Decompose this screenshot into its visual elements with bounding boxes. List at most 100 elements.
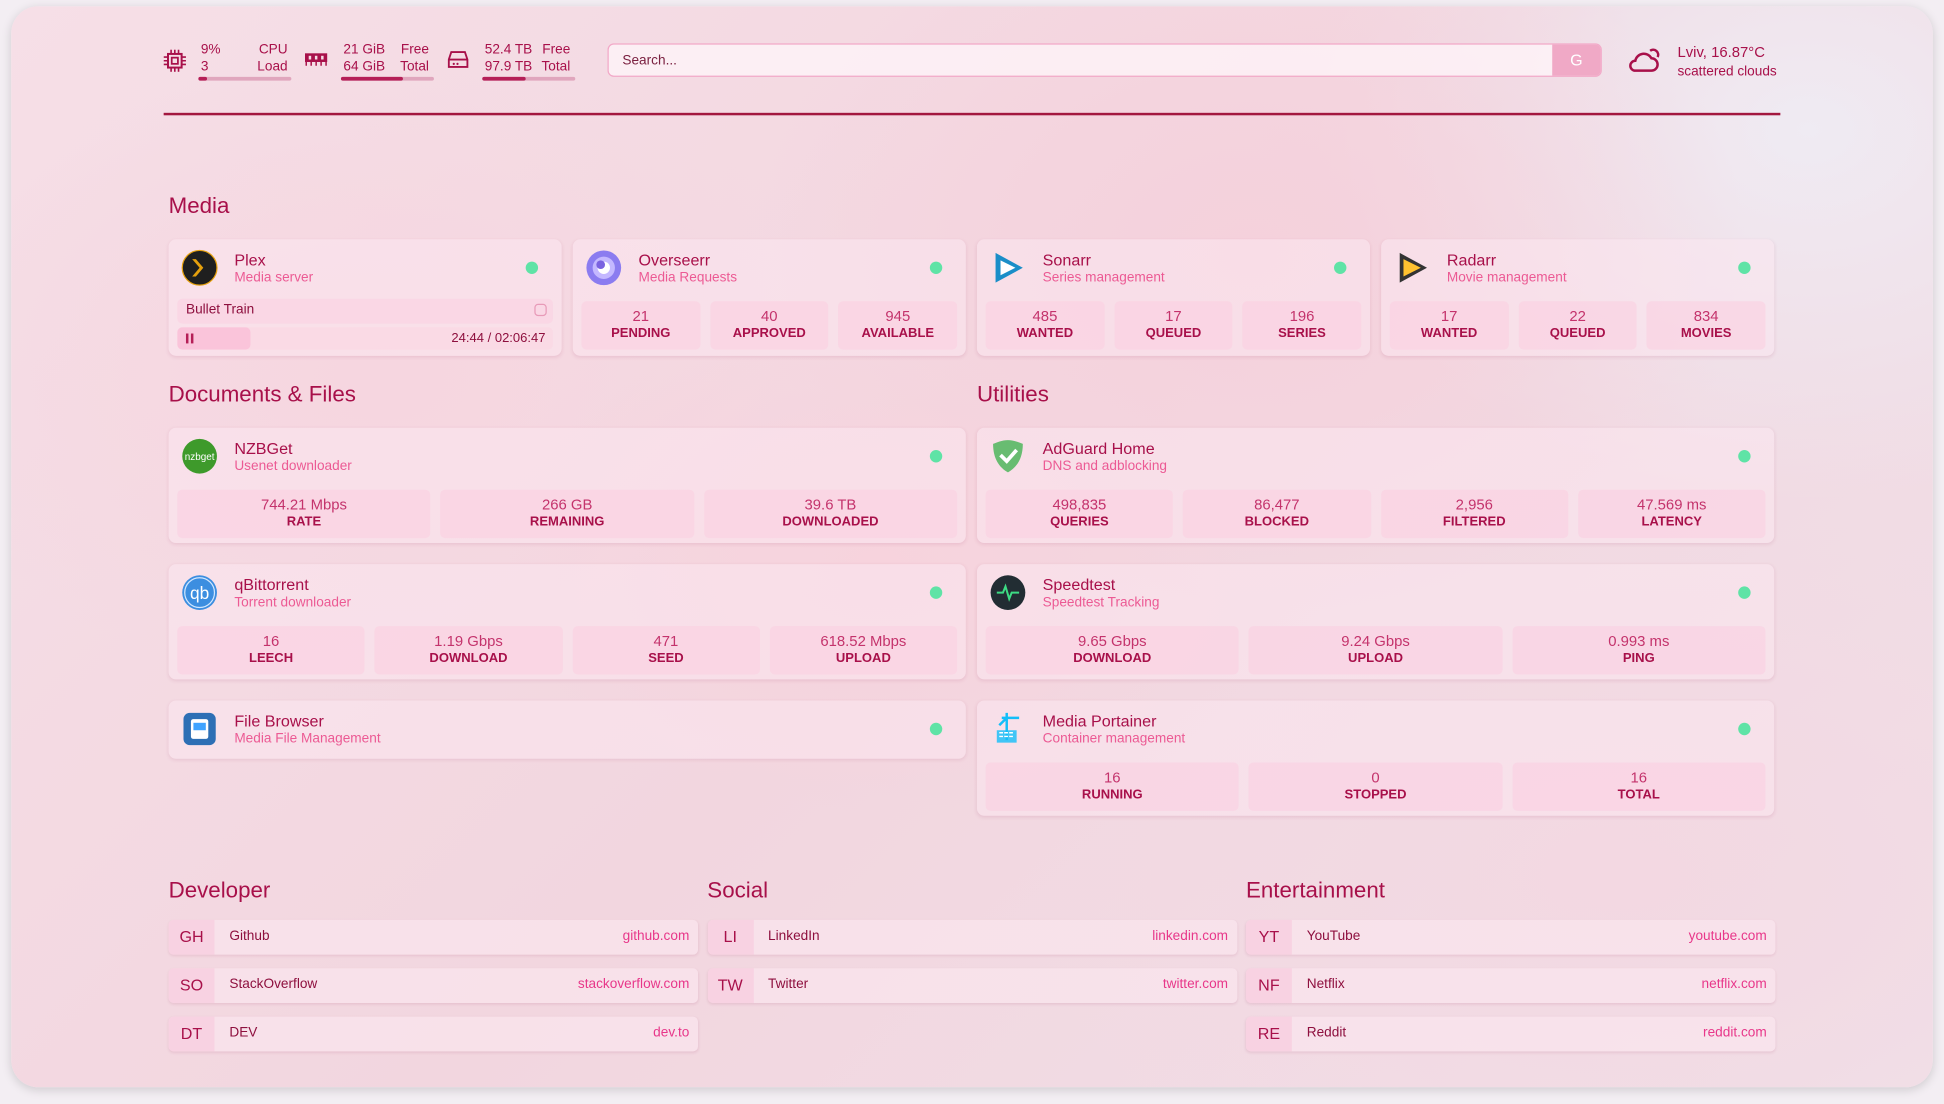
stat-value: 17: [1440, 307, 1458, 325]
playback-time: 24:44 / 02:06:47: [451, 331, 546, 346]
bookmark-stackoverflow[interactable]: SO StackOverflow stackoverflow.com: [168, 968, 699, 1003]
status-indicator: [929, 722, 943, 736]
stat-box: 0 STOPPED: [1248, 762, 1503, 811]
stat-label: AVAILABLE: [861, 326, 935, 341]
service-name[interactable]: Sonarr: [1042, 250, 1092, 270]
bookmark-name[interactable]: Twitter: [768, 976, 809, 992]
search-input[interactable]: [619, 52, 1543, 70]
status-indicator: [929, 261, 943, 274]
disk-label2: Total: [541, 59, 571, 75]
stat-value: 2,956: [1455, 495, 1493, 514]
service-name[interactable]: Media Portainer: [1042, 711, 1157, 731]
bookmark-name[interactable]: StackOverflow: [229, 976, 318, 992]
stat-box: 1.19 Gbps DOWNLOAD: [374, 626, 563, 675]
memory-label2: Total: [400, 59, 429, 75]
svg-text:qb: qb: [190, 583, 209, 603]
stat-label: DOWNLOAD: [1073, 650, 1152, 666]
bookmark-twitter[interactable]: TW Twitter twitter.com: [707, 968, 1237, 1003]
bookmark-url[interactable]: netflix.com: [1701, 976, 1767, 992]
stat-value: 21: [632, 307, 650, 325]
stat-box: 47.569 ms LATENCY: [1577, 489, 1766, 539]
service-card-nzbget[interactable]: nzbget NZBGet Usenet downloader 744.21 Mbps…: [168, 427, 966, 544]
service-name[interactable]: Speedtest: [1042, 575, 1116, 594]
service-name[interactable]: Overseerr: [638, 250, 711, 270]
bookmark-group-title: Entertainment: [1245, 877, 1385, 903]
bookmark-name[interactable]: Reddit: [1306, 1025, 1347, 1041]
status-indicator: [1738, 450, 1751, 463]
bookmark-name[interactable]: LinkedIn: [768, 928, 820, 944]
service-name[interactable]: qBittorrent: [234, 575, 309, 594]
service-card-plex[interactable]: Plex Media server Bullet Train 24:44 / 02:0…: [168, 239, 562, 356]
dashboard-window: [11, 6, 1933, 1088]
search-provider-button[interactable]: G: [1552, 44, 1601, 76]
service-name[interactable]: NZBGet: [234, 438, 293, 458]
cpu-label2: Load: [257, 59, 288, 75]
stat-value: 618.52 Mbps: [820, 632, 907, 650]
status-indicator: [929, 450, 943, 463]
disk-sub: 97.9 TB: [484, 59, 533, 75]
status-indicator: [1738, 722, 1751, 736]
bookmark-url[interactable]: github.com: [622, 928, 690, 944]
stat-box: 498,835 QUERIES: [985, 489, 1174, 539]
stat-box: 9.65 Gbps DOWNLOAD: [985, 626, 1239, 675]
service-card-radarr[interactable]: Radarr Movie management 17 WANTED 22 QUEUED 83…: [1381, 239, 1775, 356]
stat-box: 0.993 ms PING: [1512, 626, 1766, 675]
service-card-adguard-home[interactable]: AdGuard Home DNS and adblocking 498,835 QUE…: [976, 427, 1775, 544]
bookmark-name[interactable]: Netflix: [1306, 976, 1345, 992]
service-card-file-browser[interactable]: File Browser Media File Management: [168, 700, 966, 759]
stat-label: QUEUED: [1549, 326, 1606, 341]
bookmark-linkedin[interactable]: LI LinkedIn linkedin.com: [707, 919, 1237, 955]
service-card-media-portainer[interactable]: Media Portainer Container management 16 RUN…: [976, 700, 1775, 816]
bookmark-name[interactable]: YouTube: [1306, 928, 1361, 944]
bookmark-url[interactable]: twitter.com: [1162, 976, 1229, 992]
service-name[interactable]: Radarr: [1446, 250, 1497, 270]
playback-progress[interactable]: 24:44 / 02:06:47: [177, 327, 553, 350]
service-card-overseerr[interactable]: Overseerr Media Requests 21 PENDING 40 APPROV…: [572, 239, 966, 356]
bookmark-youtube[interactable]: YT YouTube youtube.com: [1245, 919, 1776, 955]
stat-value: 471: [653, 632, 679, 650]
now-playing-title-row: Bullet Train: [177, 298, 553, 324]
stat-box: 618.52 Mbps UPLOAD: [769, 626, 958, 675]
service-description: Speedtest Tracking: [1042, 595, 1160, 610]
stat-value: 16: [1630, 768, 1648, 787]
service-name[interactable]: File Browser: [234, 711, 324, 731]
bookmark-netflix[interactable]: NF Netflix netflix.com: [1245, 968, 1776, 1003]
bookmark-reddit[interactable]: RE Reddit reddit.com: [1245, 1016, 1776, 1052]
stat-value: 196: [1289, 307, 1315, 325]
service-card-sonarr[interactable]: Sonarr Series management 485 WANTED 17 QUEUED…: [976, 239, 1370, 356]
cpu-label1: CPU: [258, 42, 288, 58]
service-description: Media File Management: [234, 731, 381, 747]
service-card-qbittorrent[interactable]: qb qBittorrent Torrent downloader 16 LEECH 1.…: [168, 564, 966, 680]
service-name[interactable]: Plex: [234, 250, 266, 270]
bookmark-name[interactable]: DEV: [229, 1025, 258, 1041]
group-title-media: Media: [168, 193, 230, 219]
bookmark-url[interactable]: dev.to: [653, 1025, 690, 1041]
status-indicator: [525, 261, 539, 274]
stat-label: DOWNLOAD: [429, 650, 508, 666]
stat-box: 17 WANTED: [1389, 301, 1509, 350]
stream-info-icon[interactable]: [534, 303, 547, 317]
stat-label: QUEUED: [1145, 326, 1202, 341]
stat-box: 16 TOTAL: [1512, 762, 1766, 811]
bookmark-github[interactable]: GH Github github.com: [168, 919, 699, 955]
pause-icon[interactable]: [185, 333, 194, 344]
stat-value: 22: [1569, 307, 1586, 325]
bookmark-abbr: DT: [168, 1016, 215, 1052]
stat-box: 9.24 Gbps UPLOAD: [1248, 626, 1503, 675]
status-indicator: [1334, 261, 1347, 274]
svg-text:nzbget: nzbget: [185, 452, 215, 463]
service-name[interactable]: AdGuard Home: [1042, 438, 1155, 458]
bookmark-url[interactable]: reddit.com: [1703, 1025, 1767, 1041]
stat-label: TOTAL: [1617, 787, 1660, 803]
service-card-speedtest[interactable]: Speedtest Speedtest Tracking 9.65 Gbps DOWN…: [976, 564, 1775, 680]
service-description: Usenet downloader: [234, 458, 352, 474]
bookmark-url[interactable]: linkedin.com: [1152, 928, 1229, 944]
bookmark-url[interactable]: stackoverflow.com: [577, 976, 690, 992]
weather-desc: scattered clouds: [1677, 64, 1777, 80]
bookmark-name[interactable]: Github: [229, 928, 270, 944]
stat-box: 744.21 Mbps RATE: [177, 489, 431, 539]
bookmark-dev[interactable]: DT DEV dev.to: [168, 1016, 699, 1052]
stat-box: 86,477 BLOCKED: [1183, 489, 1371, 539]
stat-value: 498,835: [1052, 495, 1107, 514]
bookmark-url[interactable]: youtube.com: [1688, 928, 1767, 944]
